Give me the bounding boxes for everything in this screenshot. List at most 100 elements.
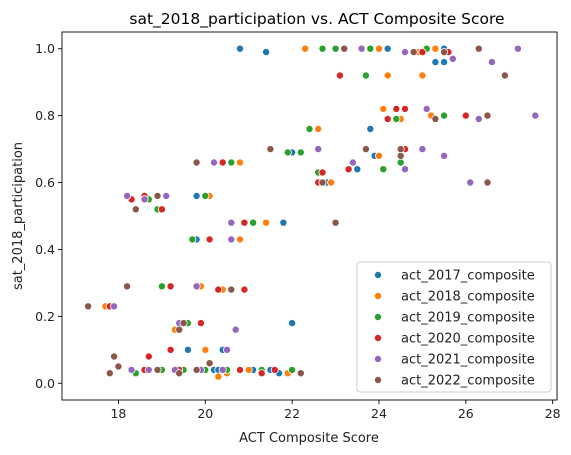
- data-point: [84, 302, 93, 311]
- data-point: [466, 178, 475, 187]
- data-point: [283, 148, 292, 157]
- data-point: [366, 125, 375, 134]
- data-point: [209, 158, 218, 167]
- data-point: [196, 319, 205, 328]
- data-point: [244, 365, 253, 374]
- data-point: [157, 282, 166, 291]
- legend-label: act_2018_composite: [401, 290, 535, 305]
- data-point: [179, 319, 188, 328]
- data-point: [474, 115, 483, 124]
- data-points: [84, 44, 540, 381]
- y-tick-label: 0.4: [35, 242, 55, 257]
- data-point: [188, 235, 197, 244]
- data-point: [296, 148, 305, 157]
- data-point: [214, 372, 223, 381]
- data-point: [357, 44, 366, 53]
- data-point: [431, 44, 440, 53]
- data-point: [227, 218, 236, 227]
- data-point: [127, 365, 136, 374]
- data-point: [431, 58, 440, 67]
- data-point: [201, 345, 210, 354]
- data-point: [400, 165, 409, 174]
- data-point: [314, 125, 323, 134]
- legend-label: act_2017_composite: [401, 269, 535, 284]
- y-tick-label: 0.2: [35, 309, 55, 324]
- data-point: [123, 191, 132, 200]
- plot-frame: [61, 31, 558, 401]
- data-point: [440, 58, 449, 67]
- data-point: [318, 44, 327, 53]
- data-point: [110, 352, 119, 361]
- x-tick-label: 28: [545, 406, 561, 421]
- y-axis-title: sat_2018_participation: [11, 142, 26, 290]
- x-tick-label: 20: [197, 406, 213, 421]
- data-point: [361, 71, 370, 80]
- legend-marker: [373, 312, 382, 321]
- data-point: [440, 111, 449, 120]
- data-point: [513, 44, 522, 53]
- data-point: [305, 125, 314, 134]
- data-point: [257, 369, 266, 378]
- data-point: [483, 111, 492, 120]
- x-tick-label: 26: [458, 406, 474, 421]
- data-point: [331, 44, 340, 53]
- data-point: [361, 145, 370, 154]
- data-point: [366, 44, 375, 53]
- data-point: [383, 44, 392, 53]
- data-point: [374, 151, 383, 160]
- legend-label: act_2020_composite: [401, 332, 535, 347]
- data-point: [192, 158, 201, 167]
- data-point: [331, 218, 340, 227]
- data-point: [392, 115, 401, 124]
- data-point: [235, 158, 244, 167]
- data-point: [144, 365, 153, 374]
- data-point: [500, 71, 509, 80]
- data-point: [218, 158, 227, 167]
- data-point: [192, 282, 201, 291]
- data-point: [192, 365, 201, 374]
- data-point: [418, 145, 427, 154]
- data-point: [288, 319, 297, 328]
- y-tick-label: 0.0: [35, 376, 55, 391]
- data-point: [461, 111, 470, 120]
- data-point: [214, 285, 223, 294]
- data-point: [327, 178, 336, 187]
- data-point: [348, 158, 357, 167]
- data-point: [240, 218, 249, 227]
- legend-label: act_2019_composite: [401, 311, 535, 326]
- data-point: [218, 365, 227, 374]
- data-point: [296, 369, 305, 378]
- legend-marker: [373, 291, 382, 300]
- data-point: [448, 54, 457, 63]
- data-point: [114, 362, 123, 371]
- data-point: [131, 205, 140, 214]
- legend-box: [356, 261, 552, 393]
- data-point: [153, 191, 162, 200]
- legend-marker: [373, 375, 382, 384]
- legend-marker: [373, 354, 382, 363]
- data-point: [205, 359, 214, 368]
- data-point: [235, 235, 244, 244]
- data-point: [157, 205, 166, 214]
- data-point: [379, 104, 388, 113]
- data-point: [409, 48, 418, 57]
- data-point: [379, 165, 388, 174]
- data-point: [249, 218, 258, 227]
- data-point: [531, 111, 540, 120]
- data-point: [422, 104, 431, 113]
- data-point: [262, 218, 271, 227]
- x-axis-ticks: 18 20 22 24 26 28: [110, 400, 561, 421]
- y-tick-label: 1.0: [35, 41, 55, 56]
- data-point: [144, 352, 153, 361]
- data-point: [205, 235, 214, 244]
- data-point: [123, 282, 132, 291]
- data-point: [162, 191, 171, 200]
- data-point: [105, 369, 114, 378]
- data-point: [231, 325, 240, 334]
- data-point: [440, 151, 449, 160]
- data-point: [288, 365, 297, 374]
- data-point: [175, 325, 184, 334]
- data-point: [440, 48, 449, 57]
- data-point: [487, 58, 496, 67]
- data-point: [418, 71, 427, 80]
